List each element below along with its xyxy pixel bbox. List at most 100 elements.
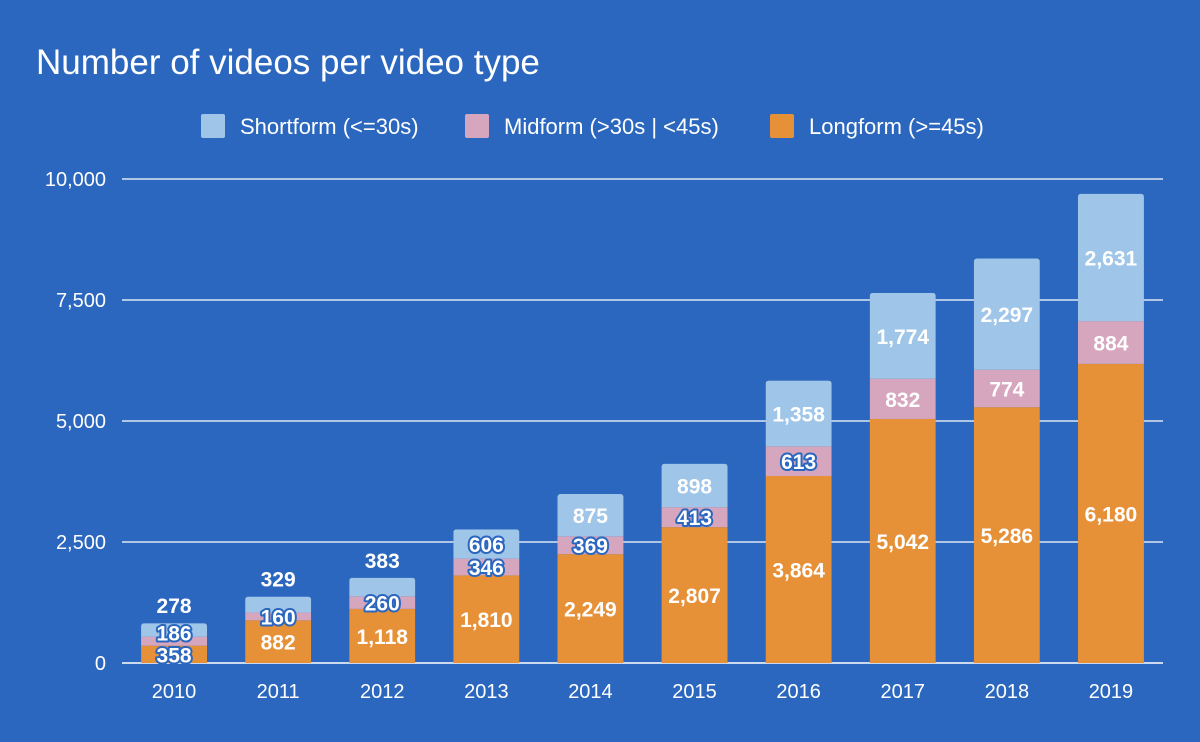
segment-midform <box>453 558 520 576</box>
segment-longform <box>557 554 624 663</box>
data-label: 774 <box>989 378 1024 401</box>
data-label: 606 <box>469 534 504 557</box>
data-label: 3,864 <box>772 559 825 582</box>
x-tick-label: 2012 <box>360 681 405 703</box>
x-tick-label: 2011 <box>257 681 300 703</box>
data-label: 383 <box>365 550 400 573</box>
bar-2015 <box>661 463 728 663</box>
segment-shortform <box>141 623 208 637</box>
bar-2017 <box>869 292 936 663</box>
segment-shortform <box>557 493 624 537</box>
data-label: 1,810 <box>460 609 513 632</box>
segment-shortform <box>245 596 312 613</box>
bar-2013 <box>453 529 520 663</box>
data-label: 884 <box>1093 332 1128 355</box>
segment-longform <box>1077 363 1144 663</box>
x-tick-label: 2017 <box>881 681 926 703</box>
x-axis: 2010 2011 2012 2013 2014 2015 2016 2017 2018 2019 <box>152 681 1133 703</box>
segment-longform <box>141 645 208 663</box>
segment-shortform <box>973 258 1040 370</box>
data-label: 329 <box>261 569 296 592</box>
bar-2018 <box>973 258 1040 663</box>
legend-item: Midform (>30s | <45s) <box>465 114 719 139</box>
segment-shortform <box>349 577 416 597</box>
y-axis: 0 2,500 5,000 7,500 10,000 <box>45 169 106 675</box>
bar-2019 <box>1077 193 1144 663</box>
x-tick-label: 2015 <box>672 681 717 703</box>
x-tick-label: 2019 <box>1089 681 1134 703</box>
legend-item: Shortform (<=30s) <box>201 114 419 139</box>
segment-midform <box>141 636 208 646</box>
legend: Shortform (<=30s) Midform (>30s | <45s) Lo… <box>201 114 984 139</box>
data-label: 2,807 <box>668 585 721 608</box>
segment-midform <box>765 446 832 476</box>
x-tick-label: 2016 <box>776 681 821 703</box>
segment-longform <box>973 407 1040 663</box>
y-tick-label: 2,500 <box>56 532 106 554</box>
segment-midform <box>1077 321 1144 364</box>
data-label: 898 <box>677 475 712 498</box>
y-tick-label: 7,500 <box>56 290 106 312</box>
y-tick-label: 0 <box>95 653 106 675</box>
segment-midform <box>973 369 1040 408</box>
x-tick-label: 2018 <box>985 681 1030 703</box>
segment-shortform <box>453 529 520 559</box>
segment-midform <box>349 596 416 609</box>
legend-label: Shortform (<=30s) <box>240 114 419 139</box>
data-label: 882 <box>261 632 296 655</box>
segment-midform <box>869 378 936 419</box>
segment-midform <box>661 507 728 528</box>
segment-longform <box>453 575 520 663</box>
legend-swatch <box>465 114 489 138</box>
data-label: 832 <box>885 389 920 412</box>
data-label: 5,042 <box>876 531 929 554</box>
segment-longform <box>349 608 416 663</box>
data-label: 6,180 <box>1085 503 1138 526</box>
chart-title: Number of videos per video type <box>36 43 540 82</box>
data-label: 1,118 <box>357 626 409 649</box>
data-label: 358 <box>157 644 192 667</box>
data-label: 1,358 <box>772 403 825 426</box>
data-label: 346 <box>469 557 504 580</box>
segment-longform <box>245 620 312 663</box>
legend-swatch <box>201 114 225 138</box>
y-tick-label: 10,000 <box>45 169 106 191</box>
y-tick-label: 5,000 <box>56 411 106 433</box>
data-label: 413 <box>677 507 712 530</box>
bar-2012 <box>349 577 416 663</box>
segment-longform <box>661 527 728 663</box>
segment-shortform <box>765 380 832 447</box>
segment-midform <box>557 536 624 555</box>
legend-label: Midform (>30s | <45s) <box>504 114 719 139</box>
data-label: 1,774 <box>876 326 929 349</box>
data-label: 5,286 <box>981 525 1034 548</box>
data-label: 875 <box>573 505 608 528</box>
x-tick-label: 2013 <box>464 681 509 703</box>
segment-shortform <box>1077 193 1144 322</box>
segment-shortform <box>869 292 936 379</box>
legend-swatch <box>770 114 794 138</box>
x-tick-label: 2010 <box>152 681 197 703</box>
data-label: 613 <box>781 451 816 474</box>
bar-2014 <box>557 493 624 663</box>
segment-shortform <box>661 463 728 508</box>
legend-item: Longform (>=45s) <box>770 114 984 139</box>
data-label: 278 <box>157 595 192 618</box>
data-label: 2,631 <box>1085 247 1138 270</box>
segment-longform <box>869 418 936 663</box>
bar-2010 <box>141 623 208 663</box>
bars <box>141 193 1144 663</box>
x-tick-label: 2014 <box>568 681 613 703</box>
bar-2011 <box>245 596 312 663</box>
data-label: 2,249 <box>564 599 617 622</box>
data-label: 2,297 <box>981 304 1034 327</box>
segment-midform <box>245 612 312 621</box>
legend-label: Longform (>=45s) <box>809 114 984 139</box>
data-label: 260 <box>365 593 400 616</box>
data-label: 160 <box>261 606 296 629</box>
bar-2016 <box>765 380 832 663</box>
data-label: 186 <box>157 622 192 645</box>
